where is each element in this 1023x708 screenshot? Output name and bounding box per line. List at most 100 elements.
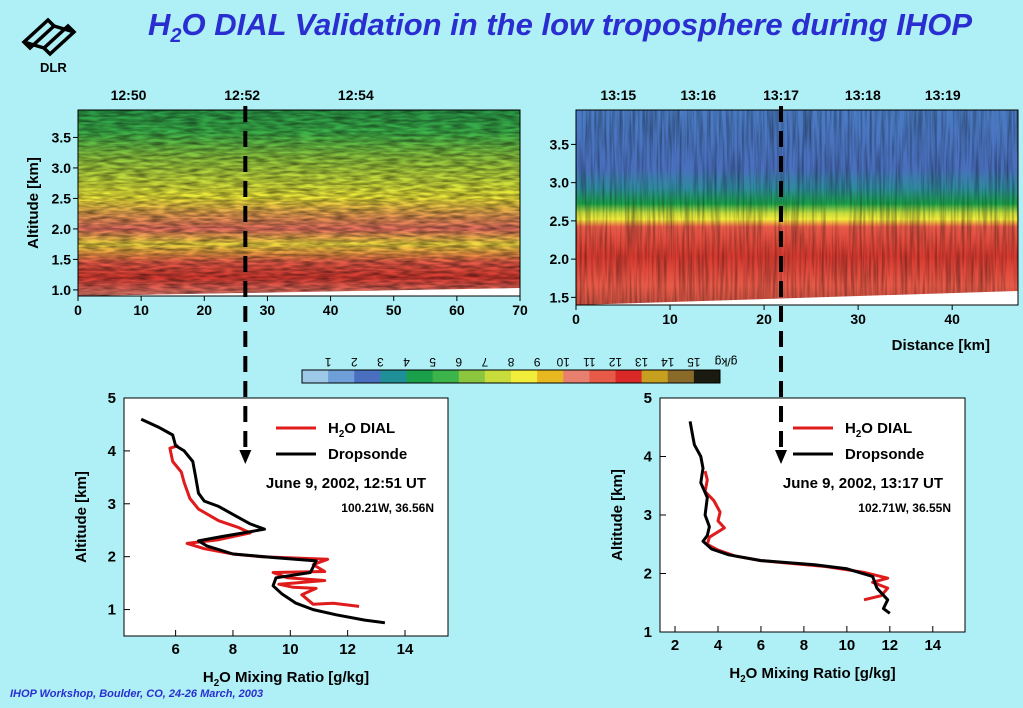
colorbar-frame: [301, 369, 721, 384]
colorbar-cell: [615, 370, 643, 383]
colorbar-tick-label: 7: [481, 355, 488, 369]
x-tick-label: 10: [662, 311, 678, 327]
x-axis-label: H2O Mixing Ratio [g/kg]: [729, 665, 895, 685]
colorbar-tick-label: 3: [377, 355, 384, 369]
x-tick-label: 50: [386, 302, 402, 318]
y-tick-label: 1.5: [52, 251, 72, 267]
x-tick-label: 6: [757, 637, 765, 654]
x-tick-label: 2: [671, 637, 679, 654]
x-tick-label: 12: [339, 641, 356, 658]
colorbar: 1 2 3 4 5 6 7 8 9 10 11 12 13 14 15 g/kg: [301, 355, 737, 384]
x-tick-label: 0: [74, 302, 82, 318]
y-tick-label: 3.5: [550, 136, 570, 152]
heatmap-frame: [77, 109, 521, 297]
colorbar-cell: [563, 370, 590, 383]
profile-date-label: June 9, 2002, 13:17 UT: [783, 475, 943, 492]
colorbar-tick-label: 6: [455, 355, 462, 369]
dropsonde-line: [140, 417, 386, 625]
colorbar-tick-label: 10: [556, 355, 570, 369]
colorbar-tick-label: 2: [351, 355, 358, 369]
time-tick-label: 12:52: [224, 87, 260, 103]
time-tick-label: 13:15: [600, 87, 636, 103]
y-axis-label: Altitude [km]: [609, 469, 626, 561]
profile-date-label: June 9, 2002, 12:51 UT: [266, 475, 426, 492]
y-tick-label: 5: [644, 390, 652, 407]
x-tick-label: 10: [282, 641, 299, 658]
colorbar-cell: [484, 370, 512, 383]
heatmap-texture: [78, 110, 520, 296]
colorbar-tick-label: 14: [661, 355, 675, 369]
colorbar-tick-label: 4: [403, 355, 410, 369]
x-axis-label: Distance [km]: [892, 337, 990, 354]
x-axis-label: H2O Mixing Ratio [g/kg]: [203, 669, 369, 689]
x-tick-label: 40: [944, 311, 960, 327]
heatmap-texture: [576, 110, 1018, 305]
y-tick-label: 1: [108, 602, 116, 619]
page-title: H2O DIAL Validation in the low troposphe…: [110, 6, 1010, 55]
left-heatmap-chart: 0 10 20 30 40 50 60 70 1.0 1.5 2.0 2.5 3.0 3.5 12:50 12…: [25, 87, 528, 318]
dlr-logo: DLR: [18, 16, 90, 78]
colorbar-tick-label: 12: [609, 355, 623, 369]
y-tick-label: 1: [644, 624, 652, 641]
y-tick-label: 3.5: [52, 129, 72, 145]
y-tick-label: 2: [644, 566, 652, 583]
x-tick-label: 20: [196, 302, 212, 318]
y-tick-label: 4: [108, 443, 117, 460]
y-tick-label: 1.5: [550, 289, 570, 305]
colorbar-cell: [693, 370, 721, 383]
y-tick-label: 3: [108, 496, 116, 513]
colorbar-tick-label: 9: [533, 355, 540, 369]
legend-dial-label: H2O DIAL: [328, 420, 395, 440]
x-tick-label: 14: [397, 641, 414, 658]
y-tick-label: 5: [108, 390, 116, 407]
time-tick-label: 13:16: [680, 87, 716, 103]
y-tick-label: 1.0: [52, 282, 72, 298]
colorbar-cell: [537, 370, 564, 383]
marker-arrowhead: [239, 450, 252, 464]
title-rest: O DIAL Validation in the low troposphere…: [181, 7, 973, 42]
logo-text: DLR: [40, 60, 67, 75]
ground-mask: [576, 291, 1018, 305]
time-tick-label: 13:17: [763, 87, 799, 103]
title-sub: 2: [170, 25, 182, 48]
colorbar-tick-label: 13: [635, 355, 649, 369]
colorbar-cell: [354, 370, 381, 383]
time-tick-label: 13:19: [925, 87, 961, 103]
y-tick-label: 2.5: [550, 213, 570, 229]
colorbar-cell: [589, 370, 616, 383]
x-tick-label: 10: [133, 302, 149, 318]
colorbar-tick-label: 5: [429, 355, 436, 369]
colorbar-cell: [641, 370, 669, 383]
y-axis-label: Altitude [km]: [73, 471, 90, 563]
colorbar-cell: [458, 370, 486, 383]
colorbar-cell: [328, 370, 355, 383]
x-tick-label: 30: [260, 302, 276, 318]
y-tick-label: 4: [644, 449, 653, 466]
colorbar-cell: [406, 370, 434, 383]
ground-mask: [78, 288, 520, 296]
y-tick-label: 3.0: [52, 160, 72, 176]
colorbar-cell: [511, 370, 538, 383]
dropsonde-line: [688, 421, 891, 615]
title-prefix: H: [147, 7, 171, 42]
colorbar-cell: [667, 370, 695, 383]
time-tick-label: 12:54: [338, 87, 374, 103]
y-tick-label: 2.0: [52, 221, 72, 237]
dashed-markers: [239, 106, 788, 464]
colorbar-tick-label: 15: [687, 355, 701, 369]
x-tick-label: 0: [572, 311, 580, 327]
x-tick-label: 30: [850, 311, 866, 327]
time-tick-label: 13:18: [845, 87, 881, 103]
time-tick-label: 12:50: [111, 87, 147, 103]
y-tick-label: 2.0: [550, 251, 570, 267]
colorbar-tick-label: 1: [324, 355, 331, 369]
marker-arrowhead: [775, 450, 788, 464]
colorbar-cell: [302, 370, 329, 383]
profile-coord-label: 100.21W, 36.56N: [341, 501, 434, 515]
x-tick-label: 20: [756, 311, 772, 327]
x-tick-label: 40: [323, 302, 339, 318]
